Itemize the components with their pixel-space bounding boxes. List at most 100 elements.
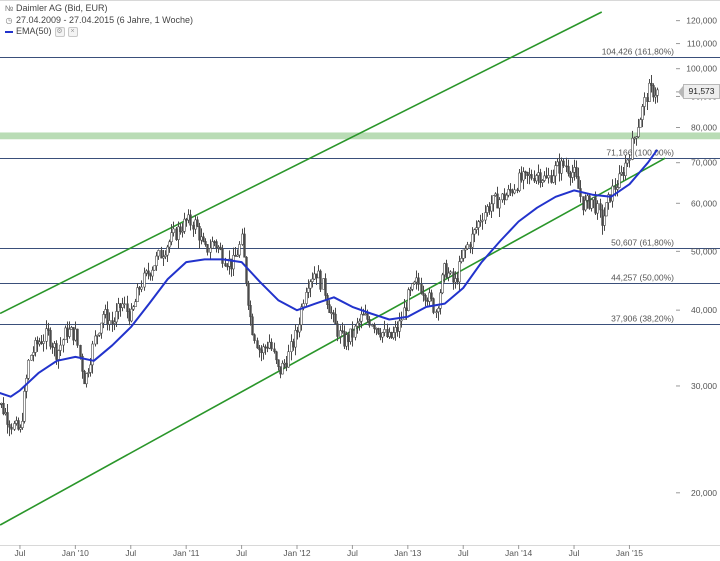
candle-body (405, 307, 408, 311)
candle-body (639, 119, 642, 128)
candle-body (59, 344, 62, 351)
candle-body (290, 341, 293, 353)
candle-body (94, 335, 97, 345)
candle-body (81, 356, 84, 372)
fibonacci-levels: 104,426 (161,80%) 71,166 (100,00%) 50,607 … (0, 47, 720, 325)
indicator-settings-icon[interactable]: ⚙ (54, 26, 65, 37)
candle-body (556, 161, 559, 166)
candle-body (460, 258, 463, 262)
candle-body (488, 206, 491, 212)
candle-body (411, 283, 414, 290)
candle-body (562, 160, 565, 167)
candle-body (339, 330, 342, 337)
candle-body (307, 287, 310, 293)
support-zone-layer (0, 132, 720, 140)
candle-body (34, 340, 37, 353)
candle-body (209, 247, 212, 253)
candle-body (403, 307, 406, 320)
current-price-tag: 91,573 (678, 84, 720, 99)
candle-body (277, 359, 280, 367)
candle-body (652, 85, 655, 98)
candle-body (145, 270, 148, 274)
candle-body (245, 256, 248, 284)
candle-body (462, 249, 465, 259)
candle-body (32, 352, 35, 356)
ema50-line (0, 149, 659, 398)
y-tick-label: 50,000 (691, 246, 717, 256)
candle-body (424, 295, 427, 301)
candle-body (343, 331, 346, 347)
candle-body (206, 244, 209, 253)
candle-body (573, 167, 576, 173)
candle-body (392, 332, 395, 339)
candle-body (102, 314, 105, 324)
candle-body (492, 195, 495, 205)
candle-body (637, 127, 640, 138)
candle-body (87, 372, 90, 374)
candle-body (456, 278, 459, 283)
candle-body (330, 312, 333, 314)
candle-body (74, 328, 77, 341)
candle-body (565, 165, 568, 168)
candle-body (72, 327, 75, 341)
candle-body (473, 229, 476, 235)
candle-body (172, 228, 175, 234)
candle-body (413, 281, 416, 285)
candle-body (0, 402, 3, 405)
y-tick-label: 100,000 (686, 64, 717, 74)
candle-body (496, 193, 499, 209)
candle-body (62, 339, 65, 346)
candle-body (189, 214, 192, 226)
candle-body (38, 341, 41, 345)
y-tick-label: 20,000 (691, 488, 717, 498)
candle-body (347, 334, 350, 342)
candle-body (149, 273, 152, 277)
candle-body (390, 332, 393, 339)
legend-title: Daimler AG (Bid, EUR) (16, 3, 108, 13)
candle-body (287, 351, 290, 368)
candle-body (234, 255, 237, 257)
y-tick-label: 60,000 (691, 198, 717, 208)
candle-body (484, 212, 487, 221)
candle-body (100, 322, 103, 334)
candle-body (64, 327, 67, 341)
candle-body (332, 312, 335, 315)
candle-body (511, 190, 514, 194)
candle-body (55, 343, 58, 360)
candle-body (577, 176, 580, 189)
candle-body (443, 263, 446, 276)
candle-body (526, 172, 529, 176)
legend-indicator-row[interactable]: EMA(50) ⚙ × (4, 26, 193, 38)
candle-body (42, 341, 45, 344)
candle-body (89, 364, 92, 373)
candle-body (498, 199, 501, 209)
candle-body (130, 308, 133, 322)
current-price-label: 91,573 (688, 86, 715, 96)
candle-body (51, 345, 54, 348)
candle-body (341, 330, 344, 332)
candle-body (633, 137, 636, 140)
candle-body (311, 278, 314, 282)
x-tick-label: Jul (15, 548, 26, 558)
candle-body (204, 241, 207, 245)
candle-body (426, 299, 429, 302)
candle-body (458, 261, 461, 283)
indicator-close-icon[interactable]: × (67, 26, 78, 37)
candle-body (356, 322, 359, 327)
support-zone (0, 132, 720, 140)
candle-body (224, 263, 227, 267)
candle-body (513, 189, 516, 194)
candle-body (151, 269, 154, 277)
candle-body (121, 303, 124, 308)
candle-body (328, 304, 331, 313)
candle-body (157, 250, 160, 257)
candle-body (170, 232, 173, 243)
candle-body (543, 175, 546, 181)
candle-body (430, 292, 433, 299)
candle-body (76, 328, 79, 346)
candle-body (4, 412, 7, 415)
candle-body (509, 189, 512, 192)
candle-body (177, 226, 180, 240)
candle-body (324, 278, 327, 296)
candle-body (268, 341, 271, 349)
